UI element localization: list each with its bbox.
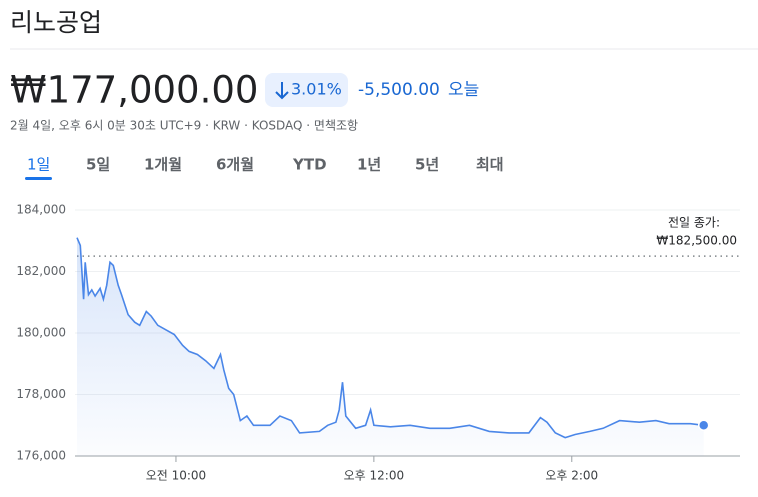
y-tick-label: 178,000 <box>16 387 66 401</box>
price: ₩177,000.00 <box>10 69 258 112</box>
range-tab[interactable]: 1개월 <box>144 156 182 174</box>
previous-close-title: 전일 종가: <box>668 216 720 230</box>
range-tab[interactable]: 1일 <box>27 156 50 174</box>
range-tab[interactable]: YTD <box>292 156 327 174</box>
y-tick-label: 182,000 <box>16 264 66 278</box>
price-line <box>76 237 704 439</box>
range-tab[interactable]: 최대 <box>476 156 504 174</box>
down-arrow <box>275 82 289 100</box>
price-area <box>77 237 704 456</box>
x-tick-label: 오후 12:00 <box>344 469 404 483</box>
range-tab[interactable]: 6개월 <box>216 156 254 174</box>
range-tabs: 1일 5일 1개월 6개월 YTD 1년 5년 최대 <box>25 156 504 180</box>
last-price-dot <box>697 419 710 431</box>
tab-underline <box>25 177 52 180</box>
change-percent: 3.01% <box>291 80 342 99</box>
period-label: 오늘 <box>448 80 479 100</box>
change-amount: -5,500.00 <box>358 80 440 100</box>
change-badge <box>265 73 348 107</box>
previous-close-label: ₩182,500.00 <box>656 234 737 248</box>
price-chart: 176,000 178,000 180,000 182,000 184,000 오전 10… <box>16 203 740 483</box>
stock-title: 리노공업 <box>10 8 102 37</box>
y-tick-label: 180,000 <box>16 326 66 340</box>
range-tab[interactable]: 1년 <box>357 156 381 174</box>
quote-info: 2월 4일, 오후 6시 0분 30초 UTC+9 · KRW · KOSDAQ… <box>10 118 358 133</box>
y-tick-label: 184,000 <box>16 203 66 217</box>
range-tab[interactable]: 5년 <box>415 156 439 174</box>
y-tick-label: 176,000 <box>16 449 66 463</box>
x-tick-label: 오후 2:00 <box>545 469 598 483</box>
x-tick-label: 오전 10:00 <box>146 469 206 483</box>
range-tab[interactable]: 5일 <box>86 156 110 174</box>
